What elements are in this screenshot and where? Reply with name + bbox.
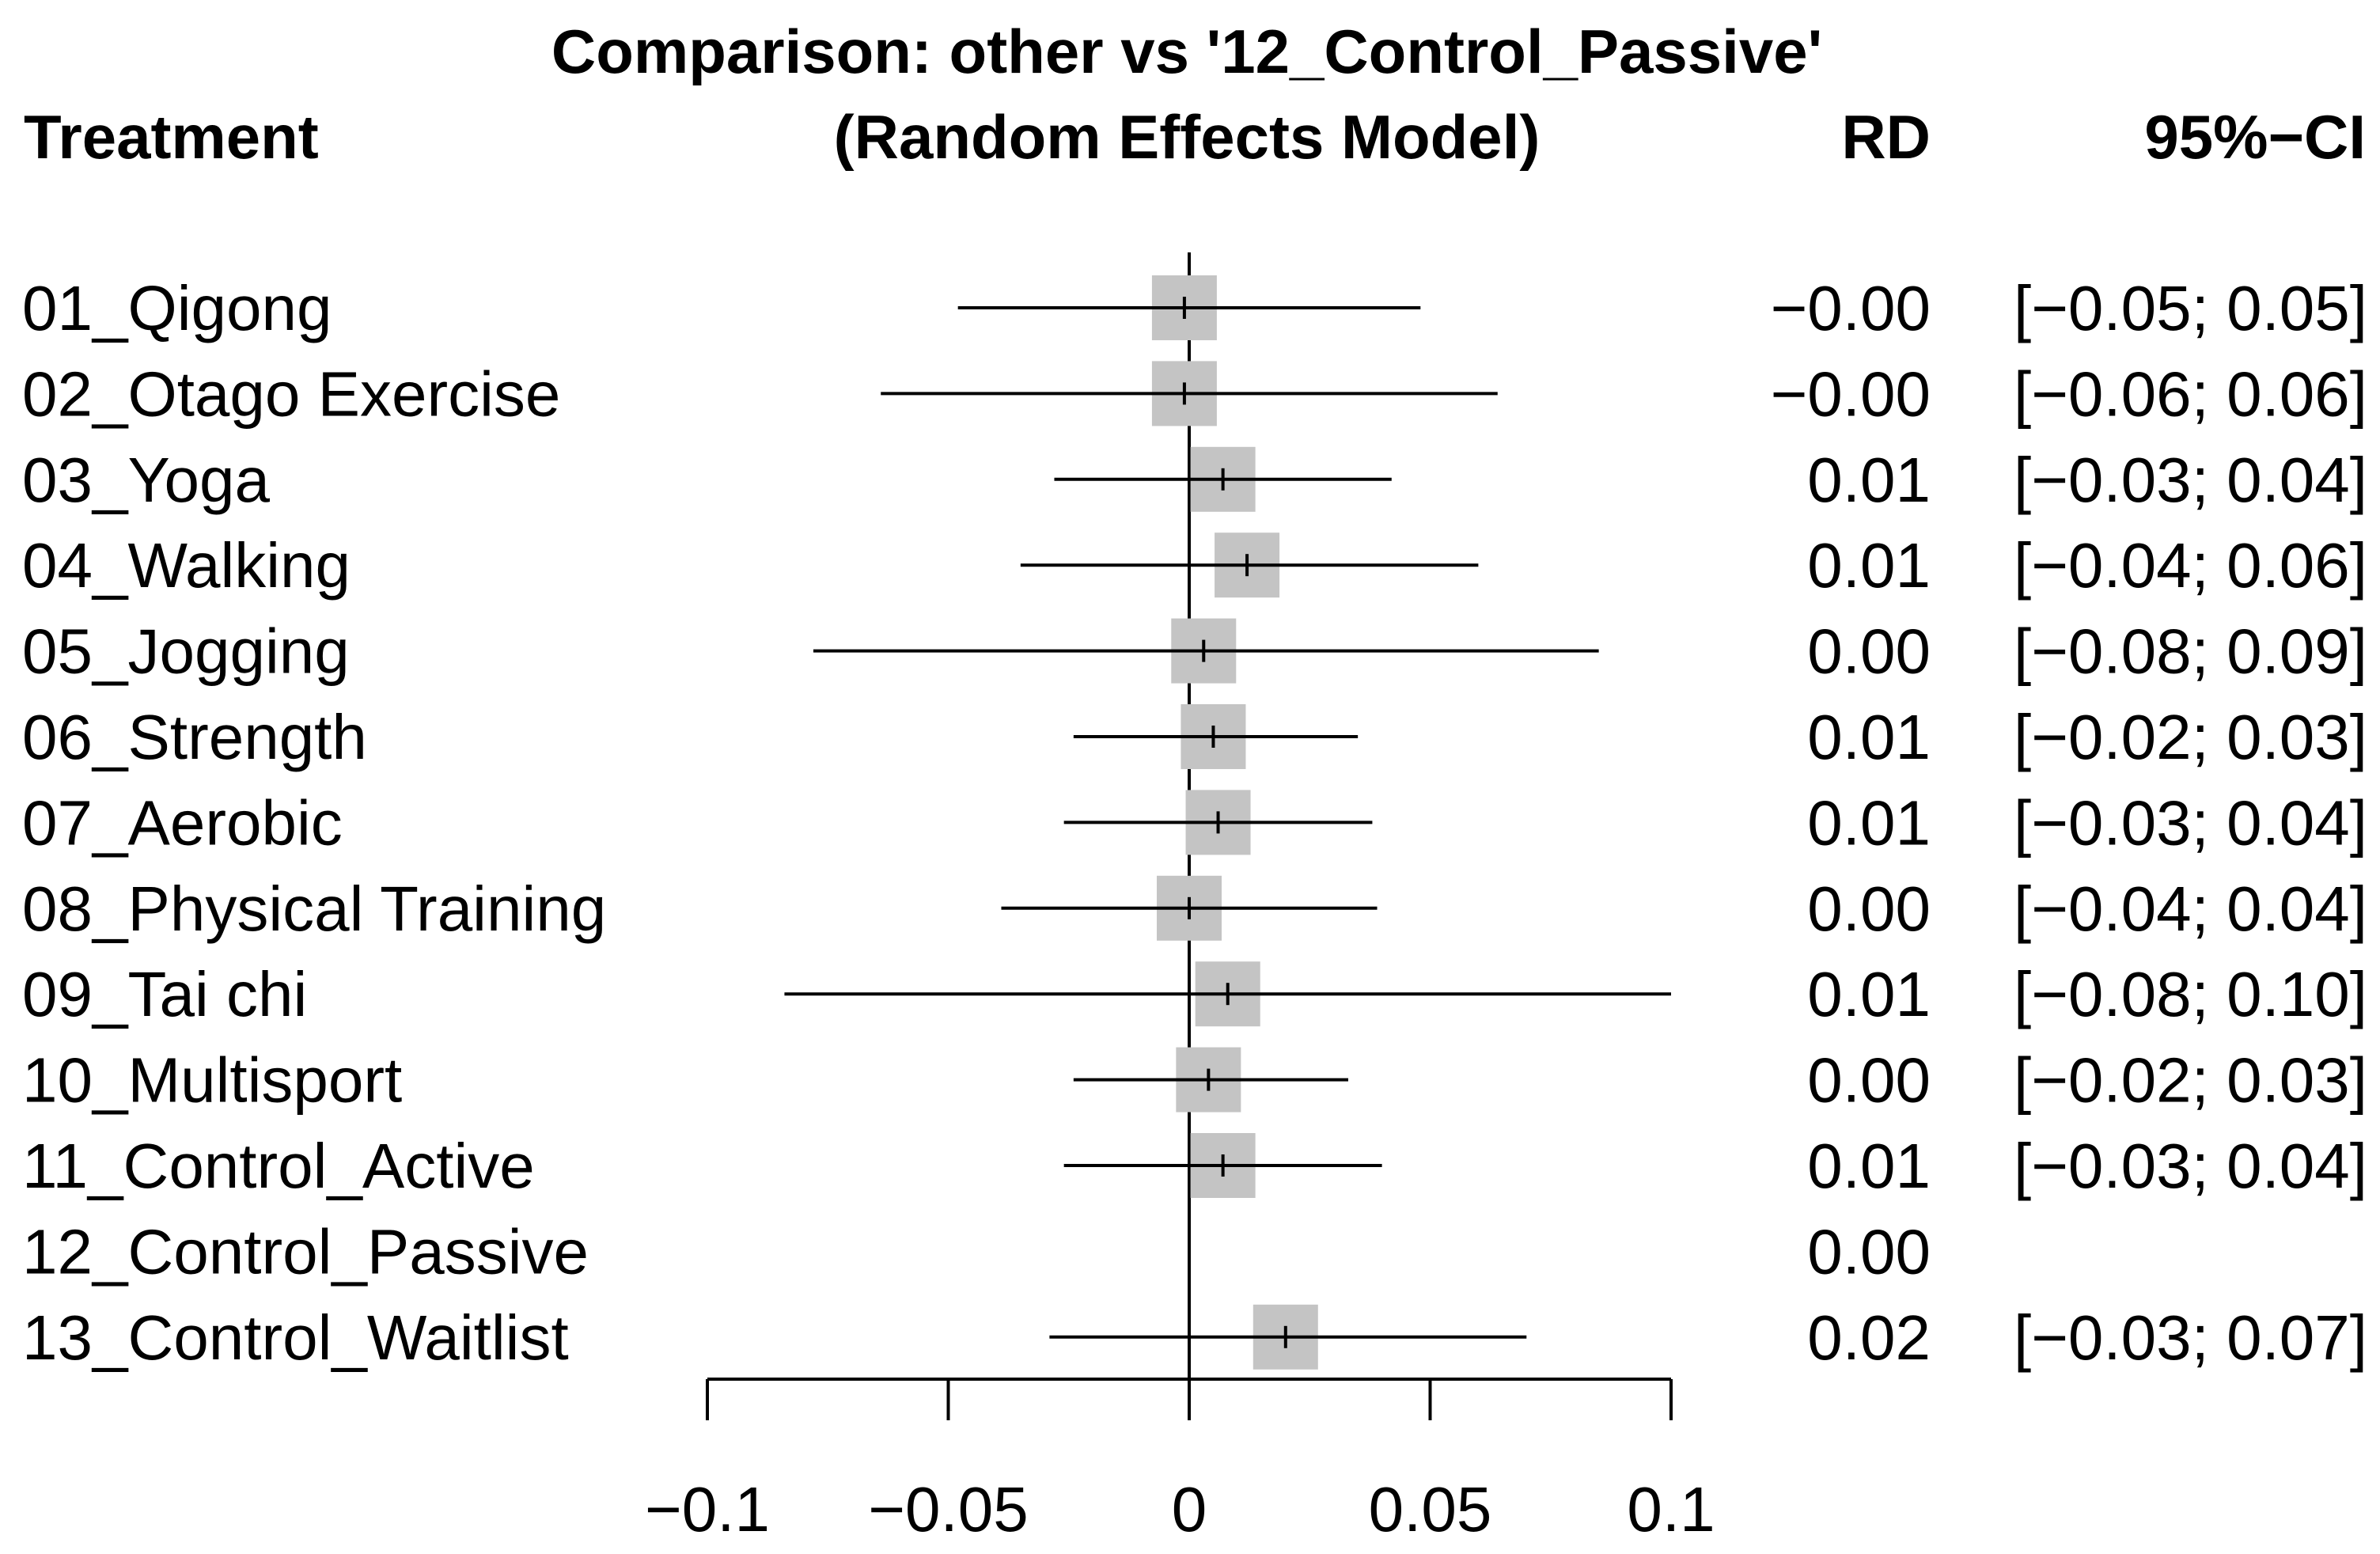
- forest-row: [1063, 790, 1373, 855]
- ci-value: [−0.03; 0.04]: [2014, 787, 2367, 858]
- ci-column-header: 95%−CI: [2144, 102, 2366, 172]
- rd-value: 0.01: [1807, 959, 1931, 1029]
- x-tick-label: 0.1: [1627, 1474, 1715, 1545]
- treatment-label: 13_Control_Waitlist: [22, 1302, 569, 1373]
- x-tick-label: −0.05: [868, 1474, 1028, 1545]
- rd-value: 0.00: [1807, 616, 1931, 687]
- treatment-label: 04_Walking: [22, 530, 351, 601]
- ci-value: [−0.06; 0.06]: [2014, 358, 2367, 429]
- x-tick-label: 0.05: [1369, 1474, 1492, 1545]
- treatment-column-header: Treatment: [24, 102, 319, 172]
- plot-area: [784, 252, 1671, 1379]
- ci-value: [−0.04; 0.04]: [2014, 874, 2367, 944]
- forest-row: [957, 275, 1421, 340]
- treatment-label: 03_Yoga: [22, 445, 270, 515]
- forest-row: [1001, 875, 1378, 941]
- ci-value: [−0.03; 0.07]: [2014, 1302, 2367, 1373]
- rd-value: 0.01: [1807, 787, 1931, 858]
- row-labels: 01_Qigong −0.00 [−0.05; 0.05] 02_Otago Exer…: [22, 273, 2367, 1373]
- rd-value: 0.01: [1807, 1131, 1931, 1201]
- title-line-2: (Random Effects Model): [834, 102, 1541, 172]
- forest-row: [1063, 1133, 1382, 1198]
- forest-row: [1073, 704, 1359, 769]
- ci-value: [−0.04; 0.06]: [2014, 530, 2367, 601]
- rd-value: −0.00: [1771, 273, 1931, 343]
- ci-value: [−0.02; 0.03]: [2014, 1045, 2367, 1116]
- treatment-label: 06_Strength: [22, 702, 367, 772]
- treatment-label: 02_Otago Exercise: [22, 358, 560, 429]
- treatment-label: 11_Control_Active: [22, 1131, 535, 1201]
- ci-value: [−0.03; 0.04]: [2014, 445, 2367, 515]
- rd-value: 0.01: [1807, 530, 1931, 601]
- forest-row: [1020, 533, 1479, 598]
- rd-value: −0.00: [1771, 358, 1931, 429]
- forest-row: [1073, 1047, 1348, 1112]
- treatment-label: 07_Aerobic: [22, 787, 343, 858]
- forest-row: [1049, 1304, 1527, 1370]
- forest-row: [813, 618, 1599, 684]
- title-line-1: Comparison: other vs '12_Control_Passive…: [551, 17, 1822, 86]
- ci-value: [−0.08; 0.09]: [2014, 616, 2367, 687]
- rd-value: 0.01: [1807, 445, 1931, 515]
- forest-row: [1054, 446, 1392, 512]
- rd-column-header: RD: [1841, 102, 1931, 172]
- rd-value: 0.00: [1807, 874, 1931, 944]
- ci-value: [−0.08; 0.10]: [2014, 959, 2367, 1029]
- rd-value: 0.00: [1807, 1216, 1931, 1287]
- ci-value: [−0.02; 0.03]: [2014, 702, 2367, 772]
- rd-value: 0.01: [1807, 702, 1931, 772]
- treatment-label: 05_Jogging: [22, 616, 350, 687]
- ci-value: [−0.05; 0.05]: [2014, 273, 2367, 343]
- treatment-label: 08_Physical Training: [22, 874, 606, 944]
- header: Comparison: other vs '12_Control_Passive…: [24, 17, 2366, 172]
- treatment-label: 12_Control_Passive: [22, 1216, 589, 1287]
- forest-row: [784, 961, 1671, 1027]
- treatment-label: 09_Tai chi: [22, 959, 307, 1029]
- x-axis: −0.1 −0.05 0 0.05 0.1: [645, 1378, 1715, 1545]
- ci-value: [−0.03; 0.04]: [2014, 1131, 2367, 1201]
- rd-value: 0.00: [1807, 1045, 1931, 1116]
- treatment-label: 01_Qigong: [22, 273, 332, 343]
- rd-value: 0.02: [1807, 1302, 1931, 1373]
- x-tick-label: −0.1: [645, 1474, 770, 1545]
- forest-row: [881, 361, 1498, 426]
- x-tick-label: 0: [1172, 1474, 1207, 1545]
- treatment-label: 10_Multisport: [22, 1045, 402, 1116]
